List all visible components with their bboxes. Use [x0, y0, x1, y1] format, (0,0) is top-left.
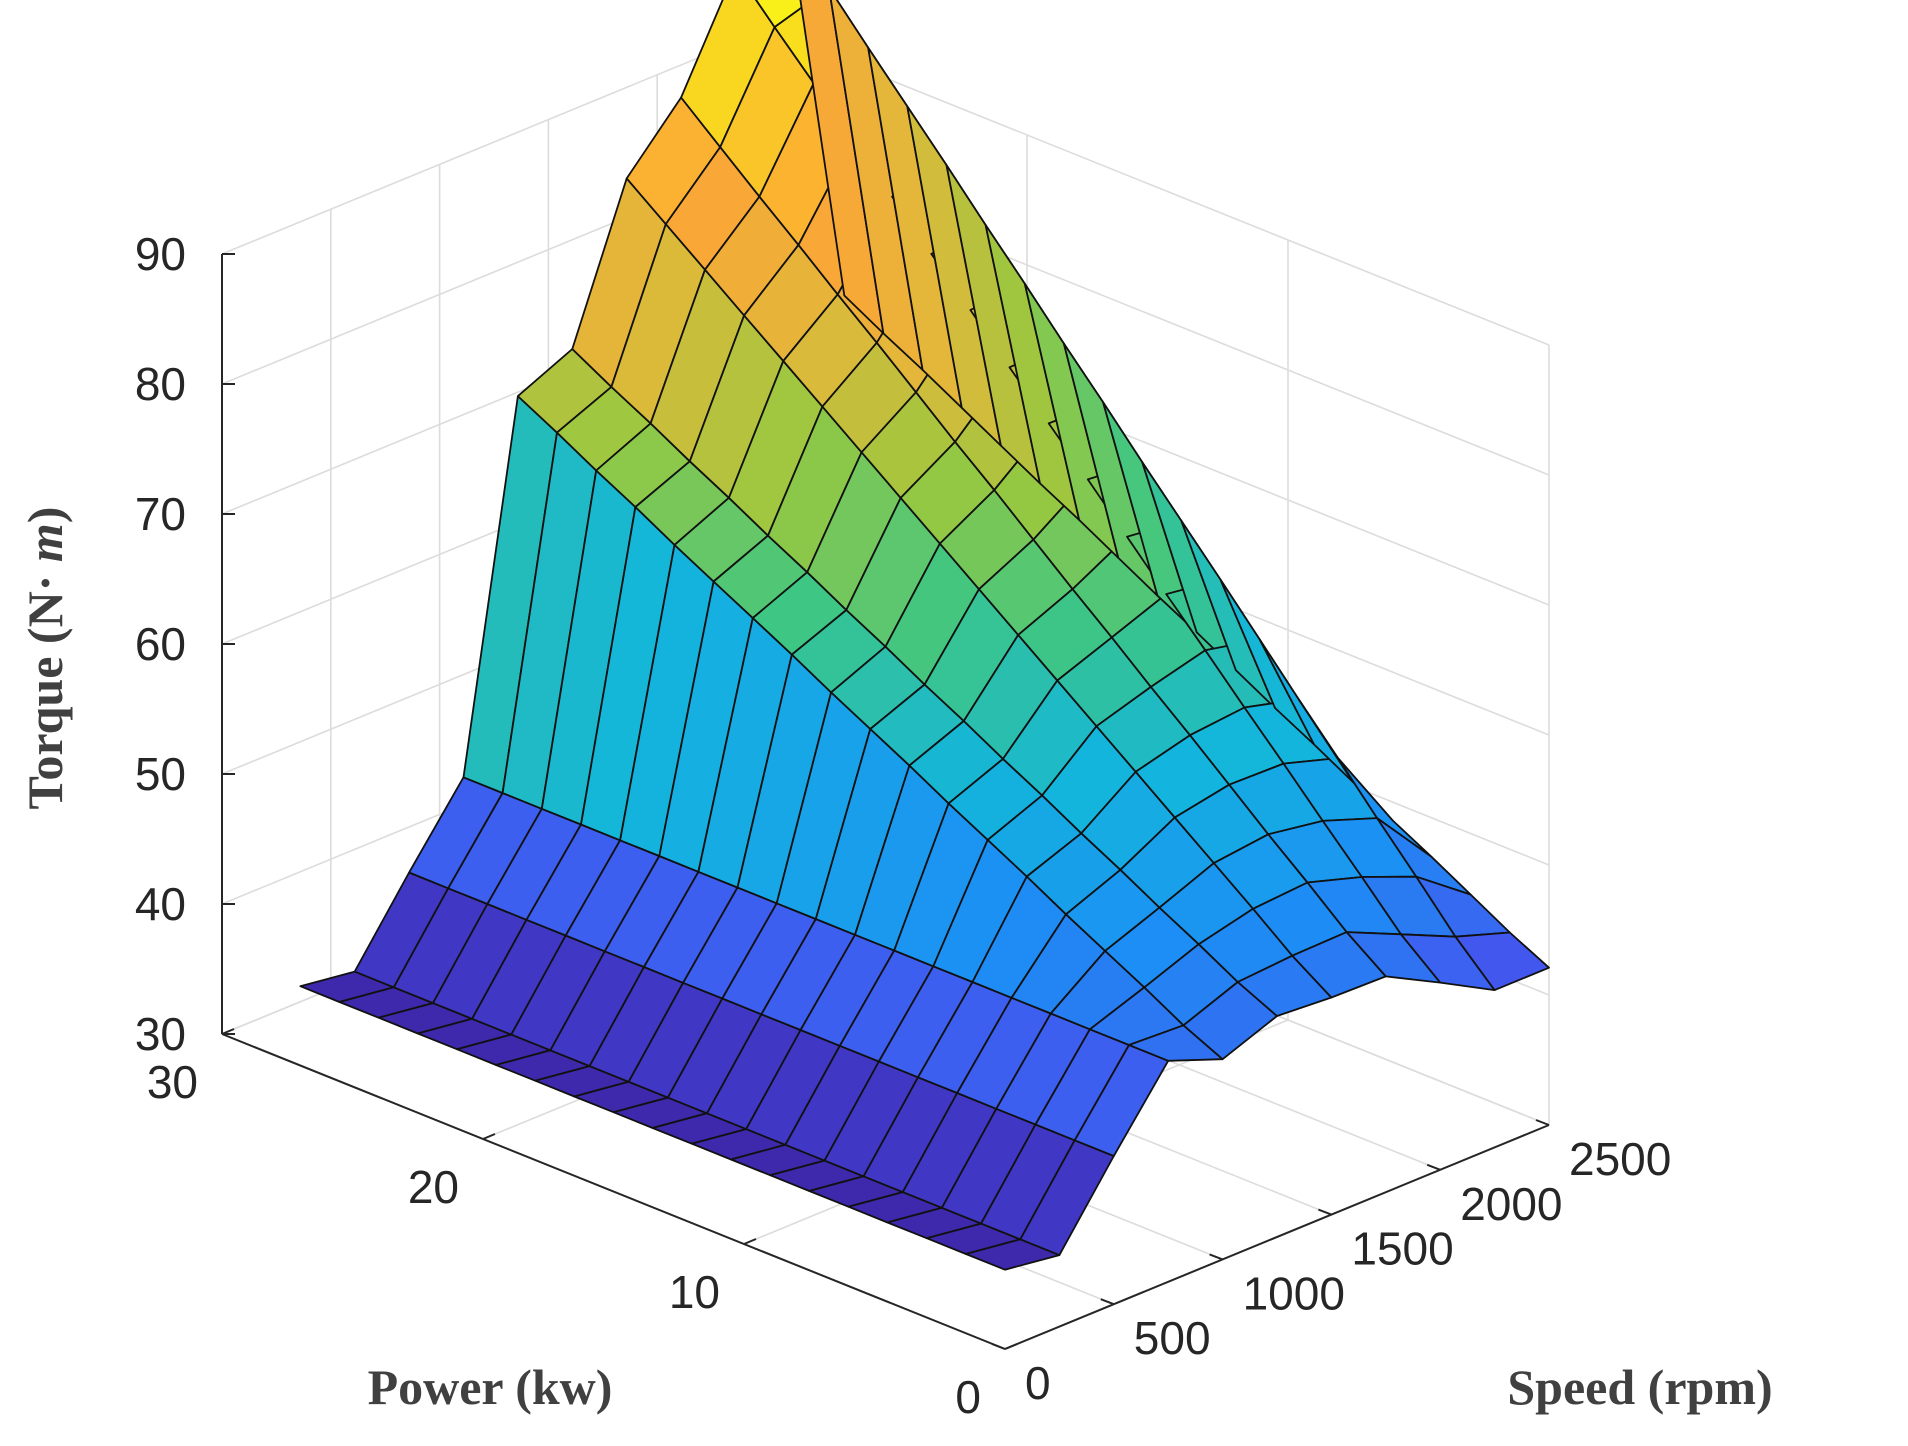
torque-tick-label: 60 — [135, 618, 186, 670]
y-axis-label: Speed (rpm) — [1507, 1359, 1772, 1415]
speed-tick-mark — [1535, 1119, 1550, 1126]
surface-mesh — [299, 0, 1550, 1271]
z-axis-label-main: Torque (N — [17, 591, 73, 809]
torque-tick-label: 90 — [135, 228, 186, 280]
power-axis-line — [221, 1033, 1006, 1350]
x-axis-label: Power (kw) — [368, 1359, 613, 1415]
speed-tick-mark — [991, 1343, 1006, 1350]
wall-grid-torque — [765, 29, 1550, 346]
power-tick-mark — [1004, 1343, 1018, 1350]
torque-tick-label: 80 — [135, 358, 186, 410]
torque-tick-label: 40 — [135, 878, 186, 930]
power-tick-mark — [482, 1133, 496, 1140]
z-axis-label-dot: · — [17, 575, 73, 592]
power-tick-label: 0 — [955, 1371, 981, 1423]
speed-tick-mark — [1318, 1208, 1332, 1216]
z-axis-label-close: ) — [17, 507, 73, 524]
speed-tick-label: 1500 — [1351, 1223, 1453, 1275]
power-tick-mark — [743, 1238, 757, 1245]
speed-tick-label: 2500 — [1569, 1133, 1671, 1185]
torque-tick-label: 30 — [135, 1008, 186, 1060]
torque-tick-label: 50 — [135, 748, 186, 800]
speed-tick-mark — [1426, 1163, 1441, 1171]
speed-tick-label: 0 — [1025, 1357, 1051, 1409]
power-tick-label: 20 — [408, 1161, 459, 1213]
speed-axis-line — [1004, 1124, 1550, 1350]
power-tick-label: 10 — [669, 1266, 720, 1318]
power-tick-label: 30 — [147, 1056, 198, 1108]
torque-tick-label: 70 — [135, 488, 186, 540]
z-axis-label: Torque (N· m) — [17, 507, 73, 810]
speed-tick-label: 1000 — [1243, 1267, 1345, 1319]
axis-lines — [221, 253, 1550, 1350]
speed-tick-label: 500 — [1134, 1312, 1211, 1364]
speed-tick-mark — [1100, 1298, 1115, 1306]
z-axis-label-unit: m — [17, 523, 73, 574]
wall-grid-torque — [221, 29, 767, 255]
speed-tick-mark — [1209, 1253, 1223, 1261]
speed-tick-label: 2000 — [1460, 1178, 1562, 1230]
surface-patch-0-9 — [1454, 931, 1550, 991]
